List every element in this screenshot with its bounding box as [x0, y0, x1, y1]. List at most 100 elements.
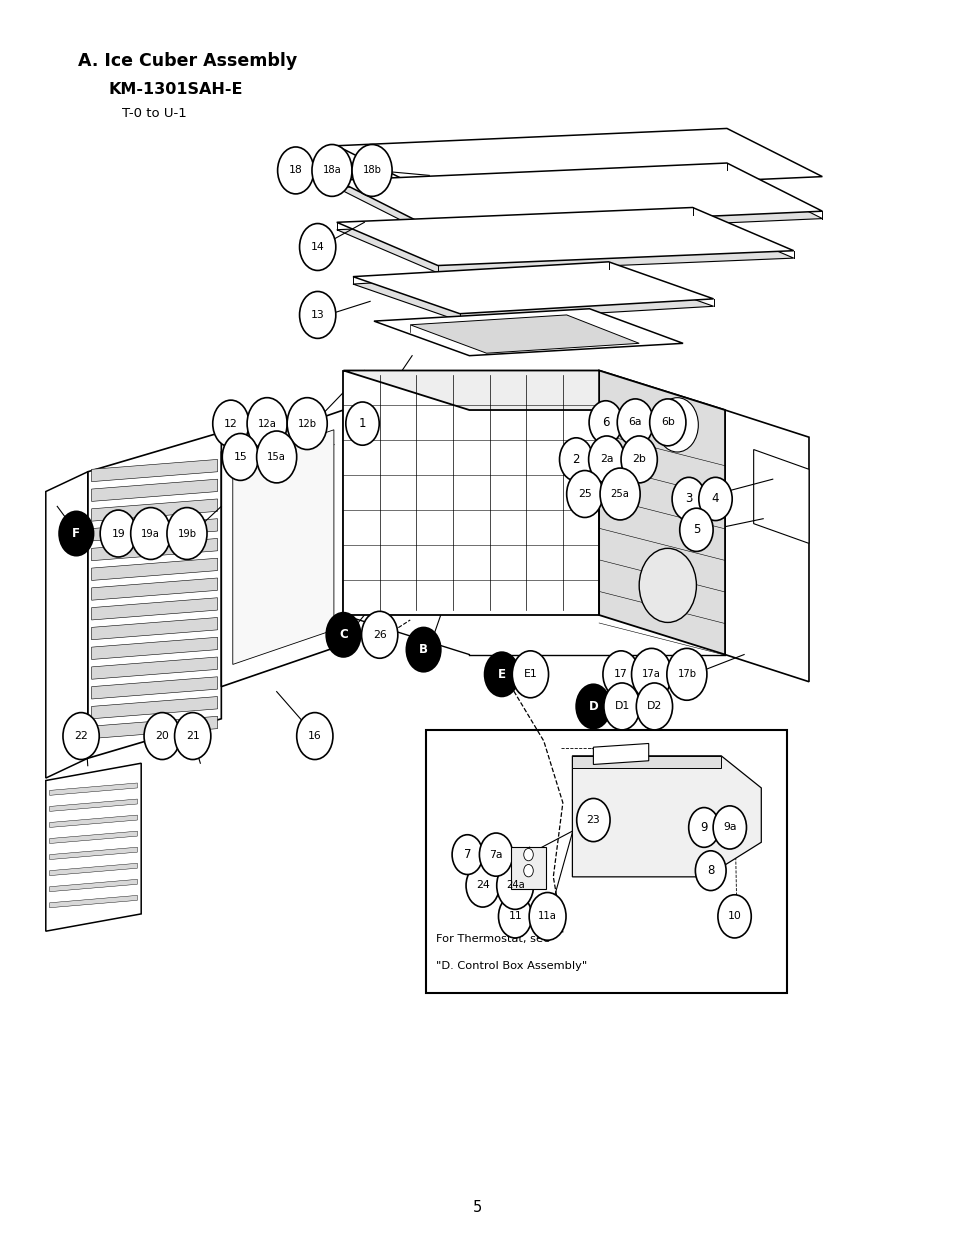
Circle shape: [100, 510, 136, 557]
Polygon shape: [511, 847, 545, 889]
Circle shape: [484, 652, 518, 695]
Polygon shape: [50, 815, 137, 827]
Circle shape: [713, 806, 745, 848]
Text: 9: 9: [700, 821, 707, 834]
Circle shape: [144, 713, 180, 760]
Circle shape: [131, 508, 171, 559]
Polygon shape: [336, 170, 821, 236]
Text: 8: 8: [706, 864, 714, 877]
Text: 2b: 2b: [632, 454, 645, 464]
Circle shape: [529, 893, 565, 940]
Text: 20: 20: [155, 731, 169, 741]
Text: 25: 25: [578, 489, 591, 499]
Circle shape: [695, 851, 725, 890]
Circle shape: [523, 848, 533, 861]
Circle shape: [679, 509, 712, 551]
Circle shape: [718, 895, 750, 937]
Text: For Thermostat, see: For Thermostat, see: [436, 934, 549, 944]
Text: 3: 3: [684, 493, 692, 505]
Circle shape: [498, 895, 531, 937]
Polygon shape: [91, 479, 217, 501]
Circle shape: [639, 548, 696, 622]
Polygon shape: [233, 430, 334, 664]
Circle shape: [602, 651, 639, 698]
Circle shape: [576, 684, 610, 727]
Text: D2: D2: [646, 701, 661, 711]
Circle shape: [222, 433, 258, 480]
Circle shape: [523, 864, 533, 877]
Text: A. Ice Cuber Assembly: A. Ice Cuber Assembly: [78, 52, 297, 70]
Text: 13: 13: [311, 310, 324, 320]
Circle shape: [466, 864, 498, 906]
Text: 12a: 12a: [257, 419, 276, 429]
Text: 17b: 17b: [677, 669, 696, 679]
Text: 17a: 17a: [641, 669, 660, 679]
Polygon shape: [336, 207, 793, 266]
Circle shape: [512, 651, 548, 698]
Circle shape: [671, 478, 704, 521]
Text: 1: 1: [358, 417, 366, 430]
Bar: [426, 730, 786, 993]
Text: "D. Control Box Assembly": "D. Control Box Assembly": [436, 961, 587, 971]
Text: 6a: 6a: [628, 417, 641, 427]
Polygon shape: [91, 558, 217, 580]
Text: T-0 to U-1: T-0 to U-1: [122, 107, 187, 121]
Circle shape: [60, 513, 93, 556]
Text: C: C: [338, 629, 348, 641]
Polygon shape: [91, 657, 217, 679]
Text: 24a: 24a: [505, 881, 524, 890]
Polygon shape: [343, 370, 598, 615]
Text: 18b: 18b: [362, 165, 381, 175]
Polygon shape: [50, 879, 137, 892]
Polygon shape: [88, 432, 221, 758]
Text: 11a: 11a: [537, 911, 557, 921]
Circle shape: [636, 683, 672, 730]
Circle shape: [287, 398, 327, 450]
Polygon shape: [343, 370, 724, 410]
Circle shape: [588, 401, 622, 445]
Polygon shape: [91, 519, 217, 541]
Polygon shape: [46, 763, 141, 931]
Circle shape: [406, 629, 439, 672]
Text: D1: D1: [614, 701, 629, 711]
Text: 10: 10: [727, 911, 740, 921]
Circle shape: [452, 835, 482, 874]
Text: 2: 2: [572, 453, 579, 466]
Text: 7: 7: [463, 848, 471, 861]
Text: 17: 17: [614, 669, 627, 679]
Circle shape: [326, 614, 359, 657]
Text: 5: 5: [692, 524, 700, 536]
Circle shape: [631, 648, 671, 700]
Text: 5: 5: [472, 1200, 481, 1215]
Polygon shape: [91, 716, 217, 739]
Circle shape: [577, 799, 609, 841]
Polygon shape: [91, 538, 217, 561]
Text: 4: 4: [711, 493, 719, 505]
Circle shape: [497, 862, 533, 909]
Text: 16: 16: [308, 731, 321, 741]
Text: 26: 26: [373, 630, 386, 640]
Circle shape: [299, 224, 335, 270]
Polygon shape: [91, 637, 217, 659]
Text: 19b: 19b: [177, 529, 196, 538]
Circle shape: [63, 713, 99, 760]
Polygon shape: [50, 863, 137, 876]
Circle shape: [299, 291, 335, 338]
Polygon shape: [91, 598, 217, 620]
Circle shape: [296, 713, 333, 760]
Circle shape: [256, 431, 296, 483]
Text: 9a: 9a: [722, 823, 736, 832]
Circle shape: [666, 648, 706, 700]
Circle shape: [361, 611, 397, 658]
Polygon shape: [46, 472, 88, 778]
Circle shape: [167, 508, 207, 559]
Polygon shape: [221, 410, 343, 687]
Circle shape: [617, 399, 653, 446]
Circle shape: [698, 478, 732, 521]
Polygon shape: [50, 847, 137, 860]
Text: 6b: 6b: [660, 417, 674, 427]
Circle shape: [649, 399, 685, 446]
Text: 2a: 2a: [599, 454, 613, 464]
Polygon shape: [353, 262, 713, 314]
Text: KM-1301SAH-E: KM-1301SAH-E: [109, 82, 243, 96]
